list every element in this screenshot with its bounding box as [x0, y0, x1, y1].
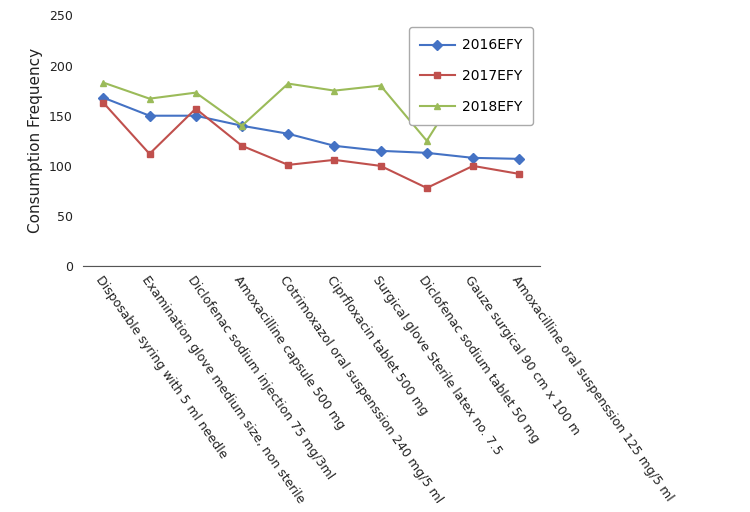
2017EFY — [145, 151, 154, 157]
2016EFY — [191, 113, 200, 119]
2016EFY — [238, 123, 247, 129]
2018EFY — [145, 96, 154, 102]
2016EFY — [284, 131, 292, 137]
2016EFY — [469, 155, 478, 161]
2016EFY — [514, 156, 523, 162]
2016EFY — [330, 143, 339, 149]
Y-axis label: Consumption Frequency: Consumption Frequency — [28, 48, 44, 233]
2018EFY — [514, 95, 523, 101]
2016EFY — [99, 95, 108, 101]
Line: 2017EFY: 2017EFY — [100, 99, 523, 191]
2017EFY — [284, 162, 292, 168]
2017EFY — [469, 163, 478, 169]
2018EFY — [284, 80, 292, 87]
2016EFY — [376, 148, 385, 154]
Line: 2018EFY: 2018EFY — [100, 64, 523, 144]
2018EFY — [376, 82, 385, 89]
2017EFY — [330, 157, 339, 163]
2017EFY — [238, 143, 247, 149]
2017EFY — [191, 105, 200, 112]
2017EFY — [99, 100, 108, 106]
2016EFY — [422, 150, 431, 156]
2018EFY — [422, 138, 431, 144]
2016EFY — [145, 113, 154, 119]
2017EFY — [376, 163, 385, 169]
2018EFY — [191, 90, 200, 96]
2017EFY — [514, 171, 523, 177]
2017EFY — [422, 185, 431, 191]
Line: 2016EFY: 2016EFY — [100, 94, 523, 162]
2018EFY — [469, 65, 478, 71]
2018EFY — [330, 88, 339, 94]
2018EFY — [238, 123, 247, 129]
Legend: 2016EFY, 2017EFY, 2018EFY: 2016EFY, 2017EFY, 2018EFY — [409, 27, 533, 125]
2018EFY — [99, 79, 108, 86]
